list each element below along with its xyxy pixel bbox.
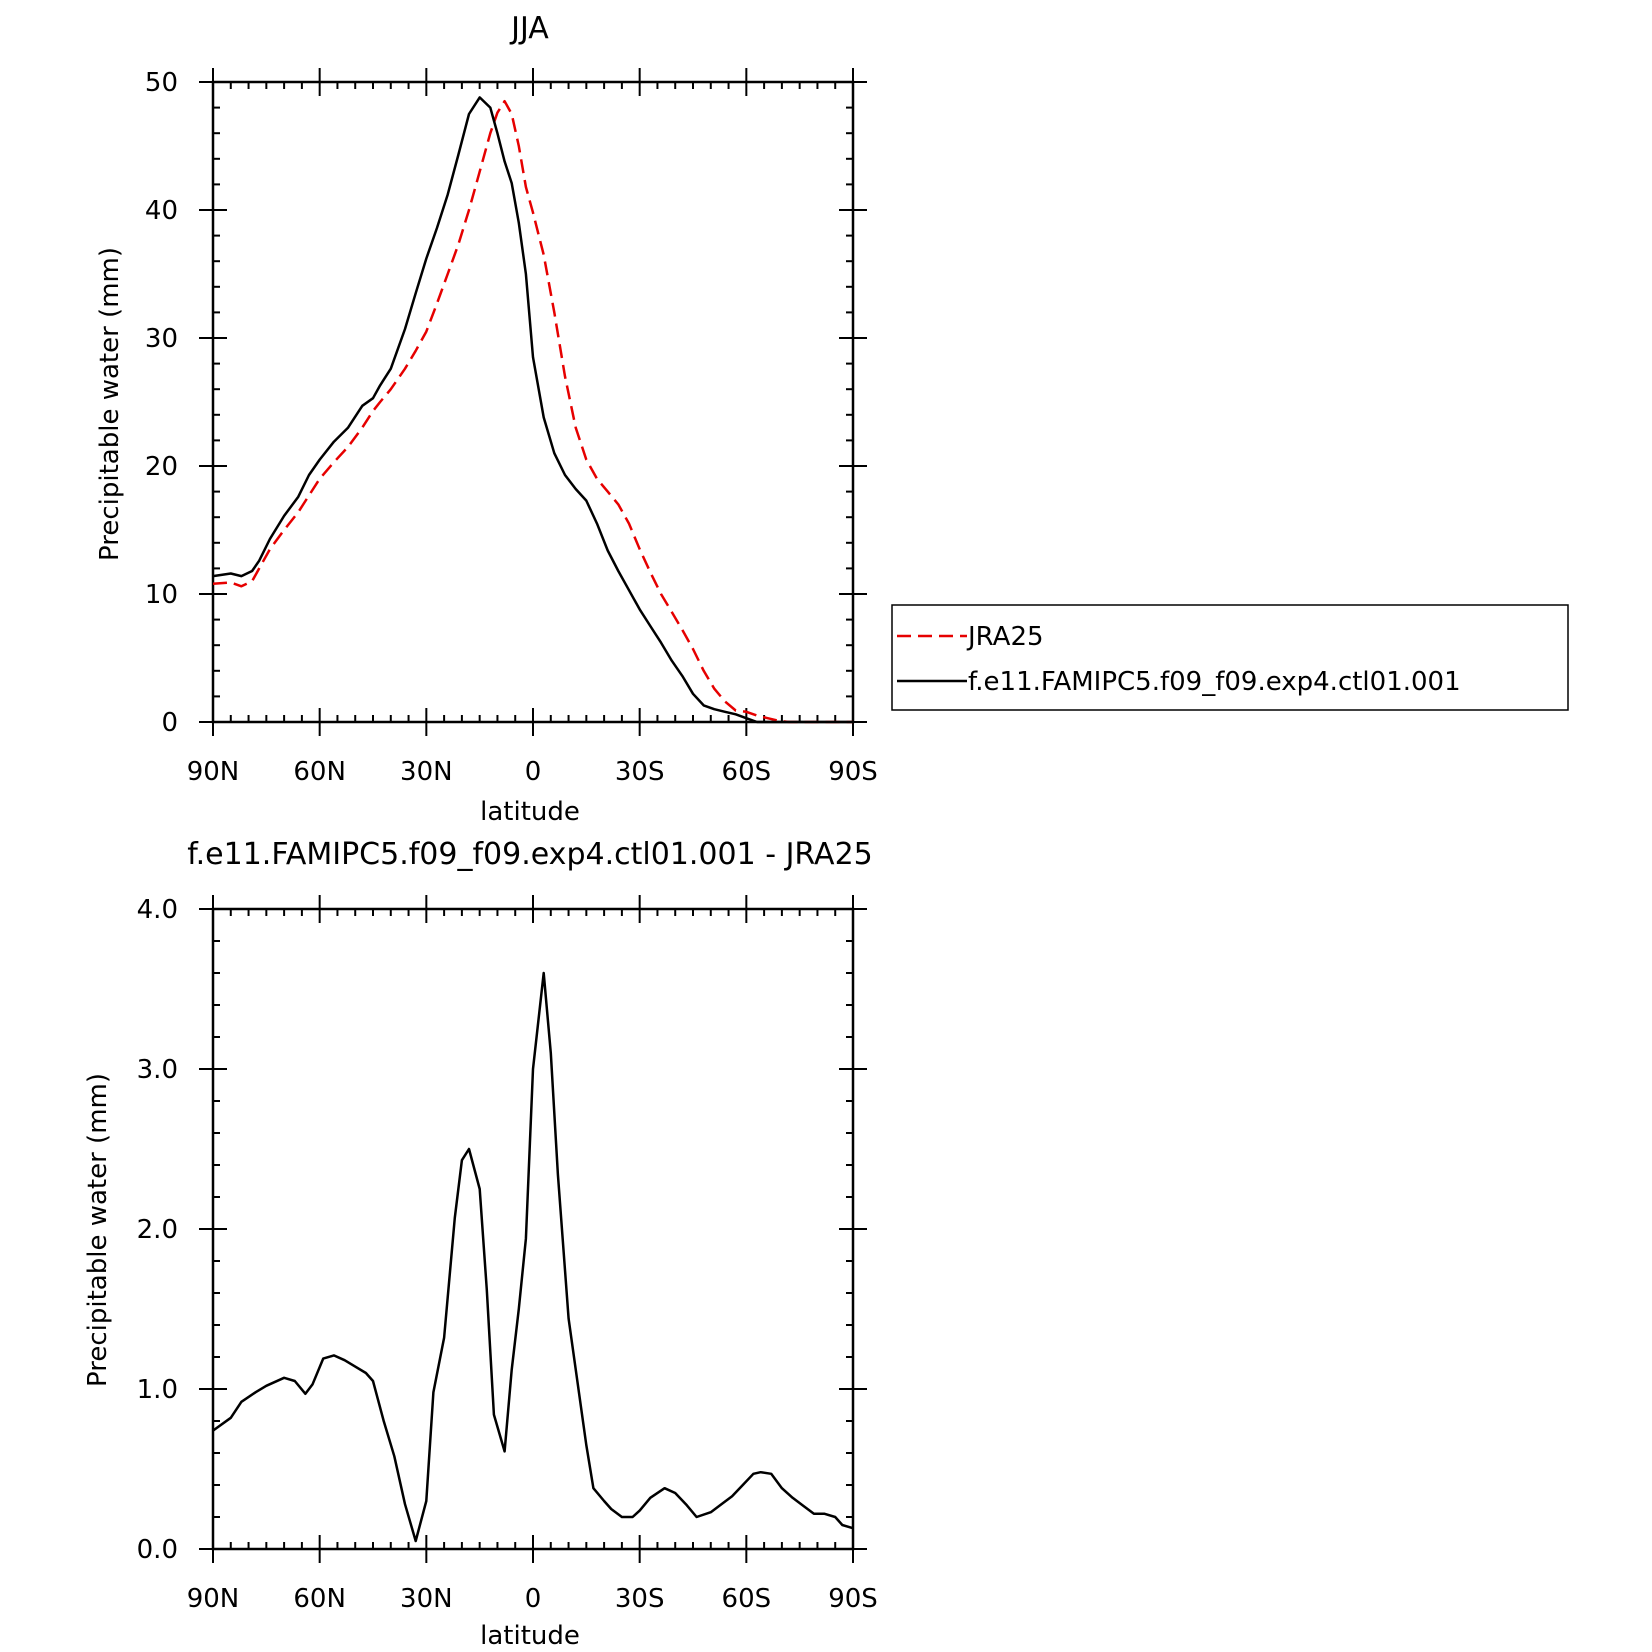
top-panel-frame (211, 80, 855, 724)
top-panel-y-tick-label: 10 (145, 580, 178, 610)
bottom-panel-x-tick-label: 0 (525, 1584, 542, 1614)
top-panel-y-axis-title: Precipitable water (mm) (95, 247, 125, 561)
top-panel-y-tick-label: 0 (161, 708, 178, 738)
bottom-panel-y-tick-label: 4.0 (137, 895, 178, 925)
bottom-panel-y-tick-label: 0.0 (137, 1535, 178, 1565)
top-panel-axes: 90N 60N 30N 0 30S 60S 90S 0 10 20 30 40 50 (145, 68, 878, 787)
bottom-panel-x-tick-label: 30N (400, 1584, 453, 1614)
bottom-panel-y-tick-label: 2.0 (137, 1215, 178, 1245)
top-panel-x-tick-label: 90N (187, 757, 240, 787)
top-panel-y-tick-label: 20 (145, 452, 178, 482)
legend-box (891, 604, 1569, 711)
bottom-panel-x-tick-label: 90N (187, 1584, 240, 1614)
top-panel-x-axis-title: latitude (480, 797, 580, 827)
legend-label-jra25: JRA25 (966, 622, 1044, 652)
bottom-panel-axes: 90N 60N 30N 0 30S 60S 90S 0.0 1.0 2.0 3.0 4.0 (137, 895, 878, 1614)
top-panel-x-tick-label: 0 (525, 757, 542, 787)
bottom-panel-y-axis-title: Precipitable water (mm) (83, 1073, 113, 1387)
top-panel-y-tick-label: 30 (145, 324, 178, 354)
bottom-panel-x-tick-label: 60N (293, 1584, 346, 1614)
top-panel-x-tick-label: 60S (722, 757, 772, 787)
bottom-panel-lines (212, 971, 854, 1543)
top-panel-x-tick-label: 60N (293, 757, 346, 787)
bottom-panel-title: f.e11.FAMIPC5.f09_f09.exp4.ctl01.001 - J… (187, 837, 873, 872)
bottom-panel-y-tick-label: 1.0 (137, 1375, 178, 1405)
bottom-panel-y-tick-label: 3.0 (137, 1055, 178, 1085)
legend-label-model: f.e11.FAMIPC5.f09_f09.exp4.ctl01.001 (968, 667, 1461, 697)
bottom-panel-x-axis-title: latitude (480, 1621, 580, 1651)
bottom-panel-frame (211, 907, 855, 1551)
bottom-panel-series-line-0 (212, 971, 854, 1543)
top-panel-series-line-0 (212, 99, 853, 724)
top-panel-y-tick-label: 50 (145, 68, 178, 98)
top-panel-lines (212, 96, 853, 724)
top-panel-x-tick-label: 30N (400, 757, 453, 787)
top-panel-title: JJA (509, 11, 549, 46)
bottom-panel: f.e11.FAMIPC5.f09_f09.exp4.ctl01.001 - J… (83, 837, 878, 1651)
bottom-panel-x-tick-label: 60S (722, 1584, 772, 1614)
top-panel-x-tick-label: 90S (828, 757, 878, 787)
top-panel-series-line-1 (212, 96, 853, 724)
bottom-panel-x-tick-label: 90S (828, 1584, 878, 1614)
top-panel-y-tick-label: 40 (145, 196, 178, 226)
top-panel: JJA 90N 60N 30N 0 30S 60S 90S 0 10 20 30 40 50 latit… (95, 11, 878, 827)
legend: JRA25 f.e11.FAMIPC5.f09_f09.exp4.ctl01.0… (891, 604, 1569, 711)
top-panel-x-tick-label: 30S (615, 757, 665, 787)
bottom-panel-x-tick-label: 30S (615, 1584, 665, 1614)
